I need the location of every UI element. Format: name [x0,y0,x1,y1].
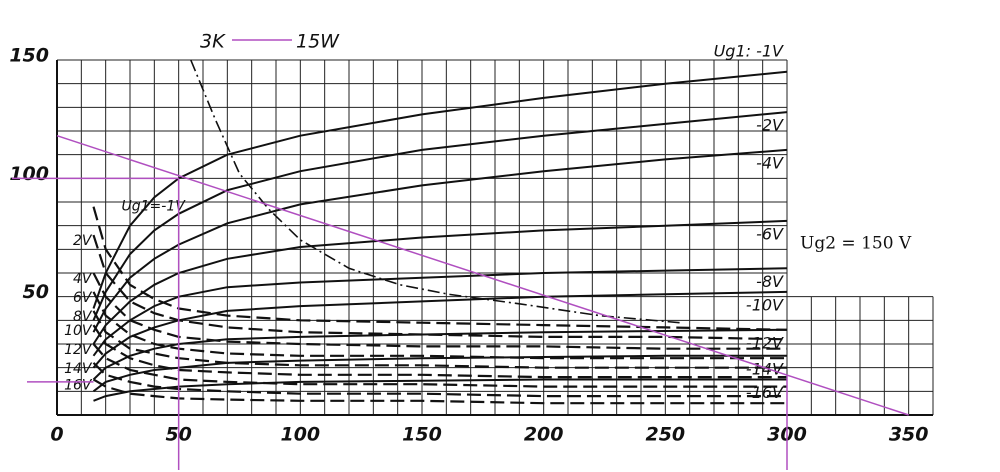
curve-label: -6V [756,224,784,243]
curve-label: 10V [64,323,93,339]
x-tick-label: 350 [889,424,929,446]
curve-label: -8V [756,272,784,291]
curve-label: -4V [756,153,784,172]
curve [92,219,788,345]
curve [92,328,788,381]
curve-label: 14V [64,361,93,377]
curve [92,148,788,333]
curve [92,310,787,369]
y-tick-label: 150 [9,45,49,67]
y-tick-label: 100 [9,163,49,185]
curve [93,378,787,402]
annotation: Ug2 = 150 V [800,234,912,254]
curve [92,343,787,388]
curve-label: -16V [746,383,784,402]
curve-label: -2V [756,116,784,135]
hyperbola-label: 15W [296,31,340,53]
load-line [56,134,909,416]
curve [92,234,788,341]
curve [92,111,788,321]
curve-label: 6V [73,290,93,306]
curve [92,70,788,309]
x-tick-label: 250 [645,424,685,446]
curve-label: 16V [64,378,93,394]
curve [92,272,787,350]
curve-label: -10V [746,295,784,314]
curve-label: -14V [746,359,784,378]
curve-label: Ug1=-1V [122,199,187,215]
x-tick-label: 0 [50,424,63,446]
curve [92,378,787,405]
curve-label: Ug1: -1V [714,41,784,60]
power-hyperbola [190,59,680,324]
x-tick-label: 200 [524,424,564,446]
curve-label: 2V [73,233,93,249]
curve-label: 8V [73,309,93,325]
curve [92,324,787,379]
curve [92,267,788,357]
x-tick-label: 100 [280,424,320,446]
curve-label: 4V [73,271,93,287]
curve [92,291,787,360]
x-tick-label: 150 [402,424,442,446]
curve-label: 12V [64,342,93,358]
y-tick-label: 50 [23,281,49,303]
curve [92,206,788,331]
load-line-label: 3K [200,31,226,53]
curve [92,362,787,398]
